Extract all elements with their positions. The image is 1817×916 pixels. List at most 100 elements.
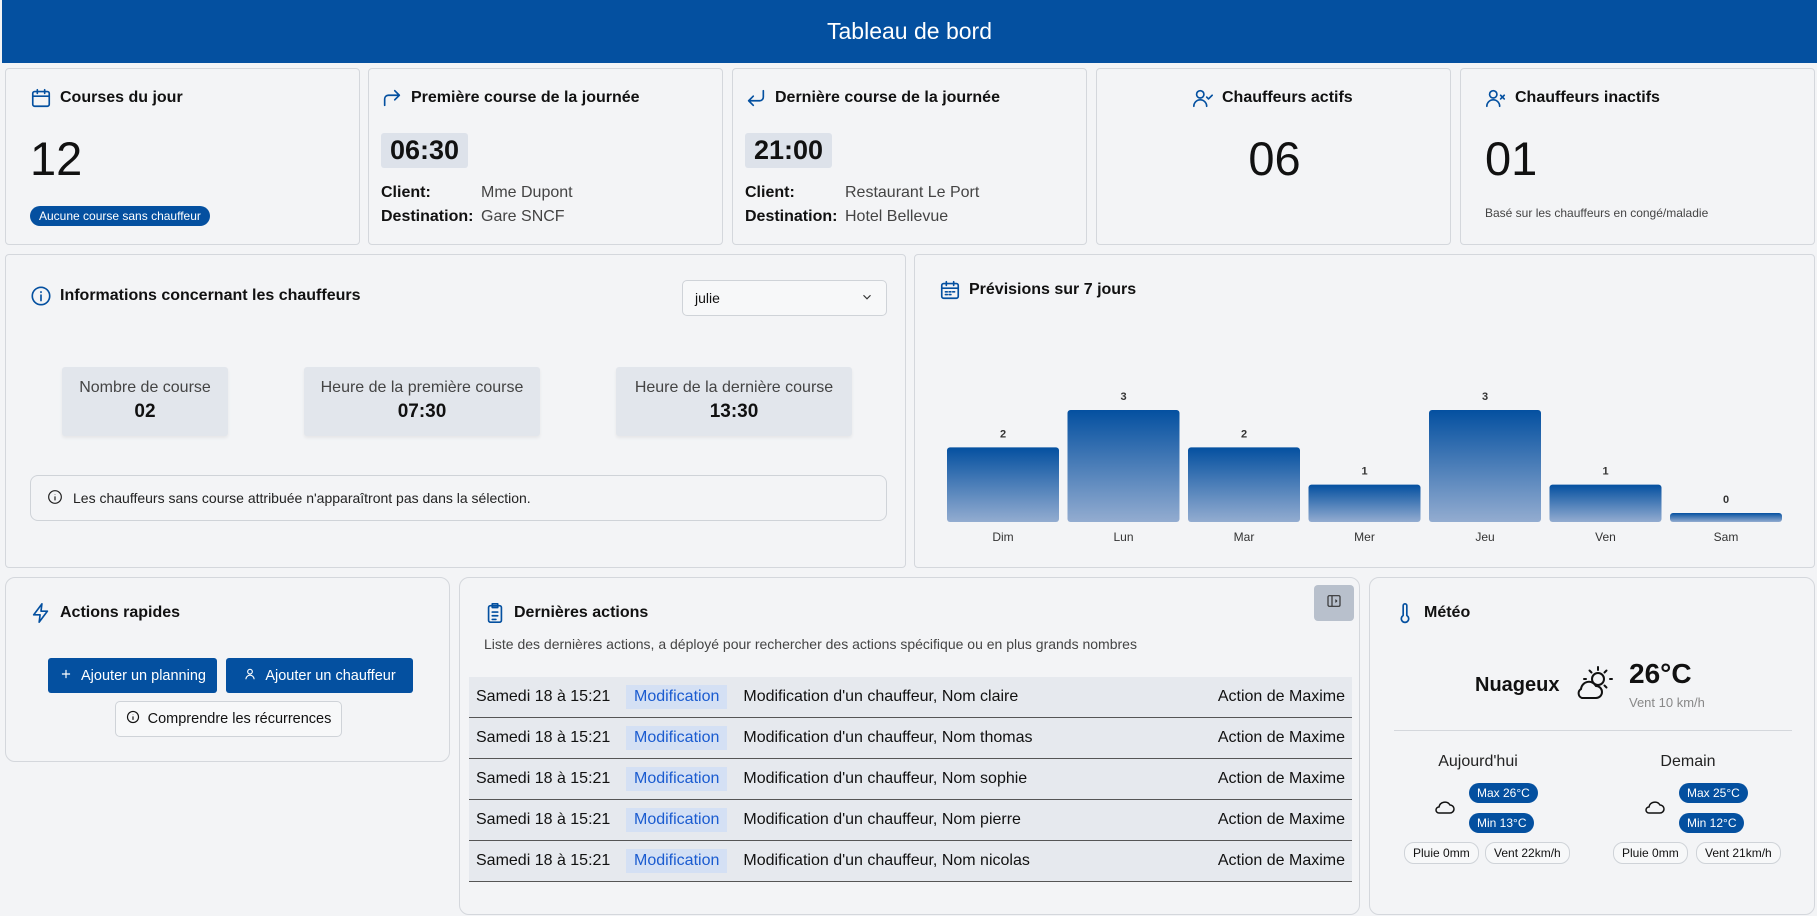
row-date: Samedi 18 à 15:21 xyxy=(476,729,611,746)
row-message: Modification d'un chauffeur, Nom claire xyxy=(743,688,1019,705)
previsions-title-text: Prévisions sur 7 jours xyxy=(969,281,1137,298)
derniere-title-text: Dernière course de la journée xyxy=(775,89,1000,106)
tomorrow-rain-badge: Pluie 0mm xyxy=(1613,842,1688,864)
data-label-dim: 2 xyxy=(1000,428,1006,440)
stat-label: Heure de la première course xyxy=(320,379,524,396)
card-premiere-course: Première course de la journée 06:30 Clie… xyxy=(368,68,723,245)
recurrences-label: Comprendre les récurrences xyxy=(147,711,332,727)
arrow-left-turn-icon xyxy=(745,87,767,109)
client-label: Client: xyxy=(745,184,795,201)
row-message: Modification d'un chauffeur, Nom pierre xyxy=(743,811,1021,828)
bar-mer xyxy=(1308,484,1421,522)
tick-label-mer: Mer xyxy=(1354,530,1375,544)
card-title-courses: Courses du jour xyxy=(30,87,183,109)
stat-course-count: Nombre de course 02 xyxy=(62,367,228,436)
bar-mar xyxy=(1188,447,1300,522)
data-label-sam: 0 xyxy=(1723,494,1729,506)
actions-table: Samedi 18 à 15:21 Modification Modificat… xyxy=(469,677,1352,882)
card-chauffeurs-actifs: Chauffeurs actifs 06 xyxy=(1096,68,1451,245)
inactive-drivers-count: 01 xyxy=(1485,132,1538,185)
info-icon xyxy=(47,489,63,508)
add-planning-button[interactable]: Ajouter un planning xyxy=(48,658,217,693)
data-label-mer: 1 xyxy=(1361,466,1367,478)
card-dernieres-actions: Dernières actions Liste des dernières ac… xyxy=(459,577,1360,915)
tick-label-lun: Lun xyxy=(1113,530,1133,544)
row-date: Samedi 18 à 15:21 xyxy=(476,852,611,869)
top-bar: Tableau de bord xyxy=(2,0,1817,63)
infos-title-text: Informations concernant les chauffeurs xyxy=(60,287,361,304)
destination-label: Destination: xyxy=(745,208,838,225)
tomorrow-min-badge: Min 12°C xyxy=(1679,813,1745,833)
info-icon xyxy=(126,710,140,728)
driver-select-value: julie xyxy=(695,290,720,306)
row-author: Action de Maxime xyxy=(1217,729,1345,746)
stat-label: Heure de la dernière course xyxy=(634,379,834,396)
card-meteo: Météo Nuageux 26°C Vent 10 km/h Aujourd'… xyxy=(1369,577,1815,915)
driver-select[interactable]: julie xyxy=(682,280,887,316)
row-author: Action de Maxime xyxy=(1217,770,1345,787)
info-notice: Les chauffeurs sans course attribuée n'a… xyxy=(30,475,887,521)
panel-toggle-icon xyxy=(1326,593,1342,614)
table-row[interactable]: Samedi 18 à 15:21 Modification Modificat… xyxy=(469,759,1352,800)
table-row[interactable]: Samedi 18 à 15:21 Modification Modificat… xyxy=(469,800,1352,841)
cloud-icon xyxy=(1433,797,1457,820)
actions-title-text: Actions rapides xyxy=(60,604,181,621)
table-row[interactable]: Samedi 18 à 15:21 Modification Modificat… xyxy=(469,841,1352,882)
tick-label-ven: Ven xyxy=(1595,530,1616,544)
calendar-icon xyxy=(30,87,52,109)
table-row[interactable]: Samedi 18 à 15:21 Modification Modificat… xyxy=(469,677,1352,718)
card-title-inactifs: Chauffeurs inactifs xyxy=(1485,87,1660,109)
row-type-tag: Modification xyxy=(626,849,728,873)
arrow-right-turn-icon xyxy=(381,87,403,109)
row-message: Modification d'un chauffeur, Nom nicolas xyxy=(743,852,1030,869)
stat-last-course: Heure de la dernière course 13:30 xyxy=(616,367,852,436)
courses-title-text: Courses du jour xyxy=(60,89,183,106)
card-courses-du-jour: Courses du jour 12 Aucune course sans ch… xyxy=(5,68,360,245)
lightning-icon xyxy=(30,602,52,624)
row-type-tag: Modification xyxy=(626,726,728,750)
card-infos-chauffeurs: Informations concernant les chauffeurs j… xyxy=(5,254,906,568)
card-title-dernieres: Dernières actions xyxy=(484,602,648,624)
destination-value: Gare SNCF xyxy=(481,208,565,225)
data-label-lun: 3 xyxy=(1120,391,1126,403)
active-drivers-count: 06 xyxy=(1248,132,1301,185)
card-title-premiere: Première course de la journée xyxy=(381,87,640,109)
meteo-title-text: Météo xyxy=(1424,604,1471,621)
inactifs-title-text: Chauffeurs inactifs xyxy=(1515,89,1660,106)
today-label: Aujourd'hui xyxy=(1438,753,1518,770)
bar-dim xyxy=(947,447,1059,522)
card-title-infos: Informations concernant les chauffeurs xyxy=(30,285,361,307)
expand-panel-button[interactable] xyxy=(1314,585,1354,621)
first-course-details: Client: Mme Dupont Destination: Gare SNC… xyxy=(381,184,573,226)
bar-lun xyxy=(1067,410,1180,522)
dernieres-title-text: Dernières actions xyxy=(514,604,649,621)
card-title-meteo: Météo xyxy=(1394,602,1470,624)
courses-count: 12 xyxy=(30,132,83,185)
card-derniere-course: Dernière course de la journée 21:00 Clie… xyxy=(732,68,1087,245)
plus-icon xyxy=(59,667,73,685)
recurrences-button[interactable]: Comprendre les récurrences xyxy=(115,701,342,737)
row-author: Action de Maxime xyxy=(1217,852,1345,869)
add-driver-label: Ajouter un chauffeur xyxy=(265,667,396,684)
today-max-badge: Max 26°C xyxy=(1469,783,1538,803)
partly-cloudy-icon xyxy=(1574,664,1614,709)
card-actions-rapides: Actions rapides Ajouter un planning Ajou… xyxy=(5,577,450,762)
data-label-ven: 1 xyxy=(1602,466,1608,478)
last-course-details: Client: Restaurant Le Port Destination: … xyxy=(745,184,979,226)
card-title-actions: Actions rapides xyxy=(30,602,180,624)
row-date: Samedi 18 à 15:21 xyxy=(476,770,611,787)
row-date: Samedi 18 à 15:21 xyxy=(476,811,611,828)
clipboard-list-icon xyxy=(484,602,506,624)
actifs-title-text: Chauffeurs actifs xyxy=(1222,89,1353,106)
forecast-bar-chart: 2 Dim 3 Lun 2 Mar 1 Mer 3 Jeu 1 Ven 0 Sam xyxy=(947,391,1782,544)
premiere-title-text: Première course de la journée xyxy=(411,89,640,106)
bar-sam xyxy=(1670,513,1782,522)
table-row[interactable]: Samedi 18 à 15:21 Modification Modificat… xyxy=(469,718,1352,759)
dernieres-subtitle: Liste des dernières actions, a déployé p… xyxy=(484,636,1137,652)
bar-ven xyxy=(1549,484,1662,522)
card-previsions: Prévisions sur 7 jours 2 Dim 3 Lun 2 Mar 1 Mer 3… xyxy=(914,254,1815,568)
add-planning-label: Ajouter un planning xyxy=(81,667,206,684)
page-title: Tableau de bord xyxy=(827,18,992,44)
card-title-derniere: Dernière course de la journée xyxy=(745,87,1000,109)
add-driver-button[interactable]: Ajouter un chauffeur xyxy=(226,658,413,693)
